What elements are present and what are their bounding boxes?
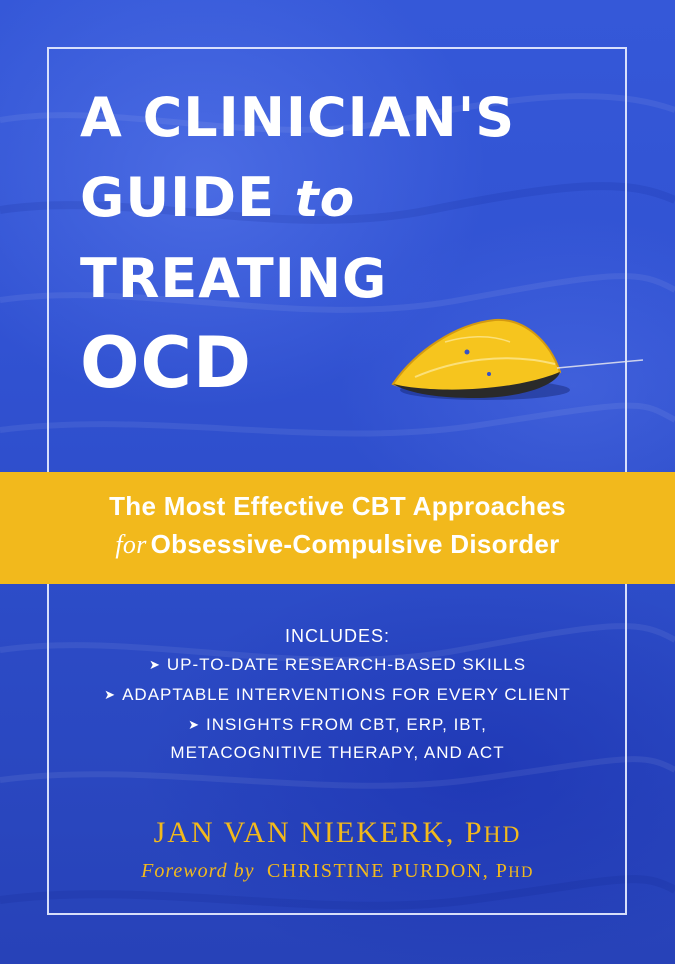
book-title: A CLINICIAN'S GUIDE to TREATING OCD bbox=[80, 78, 600, 407]
subtitle-band bbox=[0, 472, 675, 584]
chevron-right-icon: ➤ bbox=[148, 657, 161, 672]
includes-item: ➤ ADAPTABLE INTERVENTIONS FOR EVERY CLIEN… bbox=[104, 685, 571, 704]
title-line-1: A CLINICIAN'S bbox=[80, 86, 516, 149]
subtitle-disorder: Obsessive-Compulsive Disorder bbox=[150, 529, 560, 559]
foreword-credit: Foreword by CHRISTINE PURDON, PHD bbox=[0, 860, 675, 883]
includes-item-continued: METACOGNITIVE THERAPY, AND ACT bbox=[170, 743, 505, 762]
includes-heading: INCLUDES: bbox=[284, 626, 391, 646]
author-full-name: JAN VAN NIEKERK, bbox=[153, 816, 456, 849]
foreword-label: Foreword by bbox=[141, 860, 255, 882]
author-name: JAN VAN NIEKERK, PHD bbox=[0, 816, 675, 850]
chevron-right-icon: ➤ bbox=[188, 717, 201, 732]
subtitle-line-2: for Obsessive-Compulsive Disorder bbox=[0, 524, 675, 565]
foreword-degree: PHD bbox=[495, 860, 534, 882]
subtitle-line-1: The Most Effective CBT Approaches bbox=[109, 491, 566, 521]
includes-list: INCLUDES: ➤ UP-TO-DATE RESEARCH-BASED SKI… bbox=[0, 622, 675, 766]
title-line-4: OCD bbox=[80, 322, 252, 404]
chevron-right-icon: ➤ bbox=[104, 687, 117, 702]
title-line-2: GUIDE to bbox=[80, 158, 600, 239]
title-guide: GUIDE bbox=[80, 166, 275, 229]
title-line-3: TREATING bbox=[80, 247, 388, 310]
title-to: to bbox=[294, 170, 356, 228]
book-subtitle: The Most Effective CBT Approaches for Obs… bbox=[0, 488, 675, 565]
foreword-name: CHRISTINE PURDON, bbox=[267, 860, 490, 882]
author-degree: PHD bbox=[464, 816, 522, 849]
subtitle-for: for bbox=[115, 530, 147, 559]
includes-item: ➤ UP-TO-DATE RESEARCH-BASED SKILLS bbox=[148, 655, 527, 674]
leaf-icon bbox=[391, 318, 644, 400]
includes-item: ➤ INSIGHTS FROM CBT, ERP, IBT, bbox=[188, 715, 487, 734]
